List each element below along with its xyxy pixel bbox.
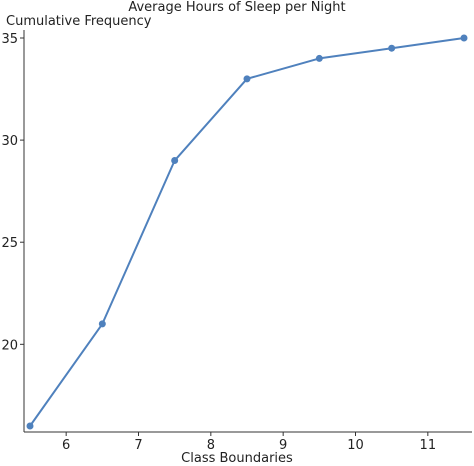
x-tick-label: 8 [207, 438, 215, 453]
x-tick-label: 9 [279, 438, 287, 453]
data-point [171, 157, 179, 165]
y-tick-label: 20 [1, 338, 18, 353]
data-point [315, 54, 323, 62]
y-tick-label: 35 [1, 32, 18, 47]
data-point [388, 44, 396, 52]
y-tick-label: 25 [1, 236, 18, 251]
data-point [98, 320, 106, 328]
data-point [26, 422, 34, 430]
y-axis-label: Cumulative Frequency [6, 14, 152, 29]
x-tick-label: 10 [347, 438, 364, 453]
data-point [243, 75, 251, 83]
data-point [460, 34, 468, 42]
x-axis-label: Class Boundaries [181, 451, 293, 466]
x-tick-label: 6 [62, 438, 70, 453]
series-line [29, 37, 465, 427]
x-tick-label: 7 [134, 438, 142, 453]
chart-title: Average Hours of Sleep per Night [128, 0, 346, 15]
y-tick-label: 30 [1, 134, 18, 149]
x-tick-label: 11 [420, 438, 437, 453]
